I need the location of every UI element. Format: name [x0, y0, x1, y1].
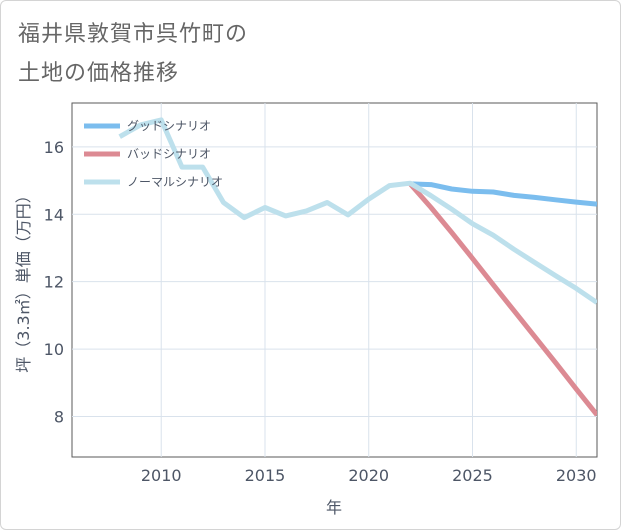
y-tick-label: 14	[44, 205, 64, 224]
plot-area	[71, 102, 598, 458]
x-tick-label: 2030	[556, 466, 597, 485]
y-tick-labels: 8 10 12 14 16	[44, 138, 64, 427]
series-line-0	[410, 181, 597, 207]
y-tick-label: 12	[44, 273, 64, 292]
y-tick-label: 10	[44, 340, 64, 359]
legend-label: ノーマルシナリオ	[127, 175, 223, 189]
series-line-2	[118, 117, 597, 305]
chart-title-line-1: 福井県敦賀市呉竹町の	[18, 22, 249, 47]
x-tick-label: 2015	[245, 466, 286, 485]
x-axis-title: 年	[326, 498, 342, 517]
chart-title-line-2: 土地の価格推移	[18, 61, 180, 86]
series-line-1	[408, 182, 597, 417]
y-tick-label: 8	[54, 408, 64, 427]
y-tick-label: 16	[44, 138, 64, 157]
x-tick-labels: 2010 2015 2020 2025 2030	[141, 466, 597, 485]
legend-label: グッドシナリオ	[127, 119, 211, 133]
grid	[72, 103, 597, 457]
x-tick-label: 2010	[141, 466, 182, 485]
series-lines	[118, 117, 597, 417]
x-tick-label: 2020	[348, 466, 389, 485]
legend-label: バッドシナリオ	[127, 147, 211, 161]
y-axis-title: 坪（3.3㎡）単価（万円）	[14, 187, 33, 372]
x-tick-label: 2025	[452, 466, 493, 485]
